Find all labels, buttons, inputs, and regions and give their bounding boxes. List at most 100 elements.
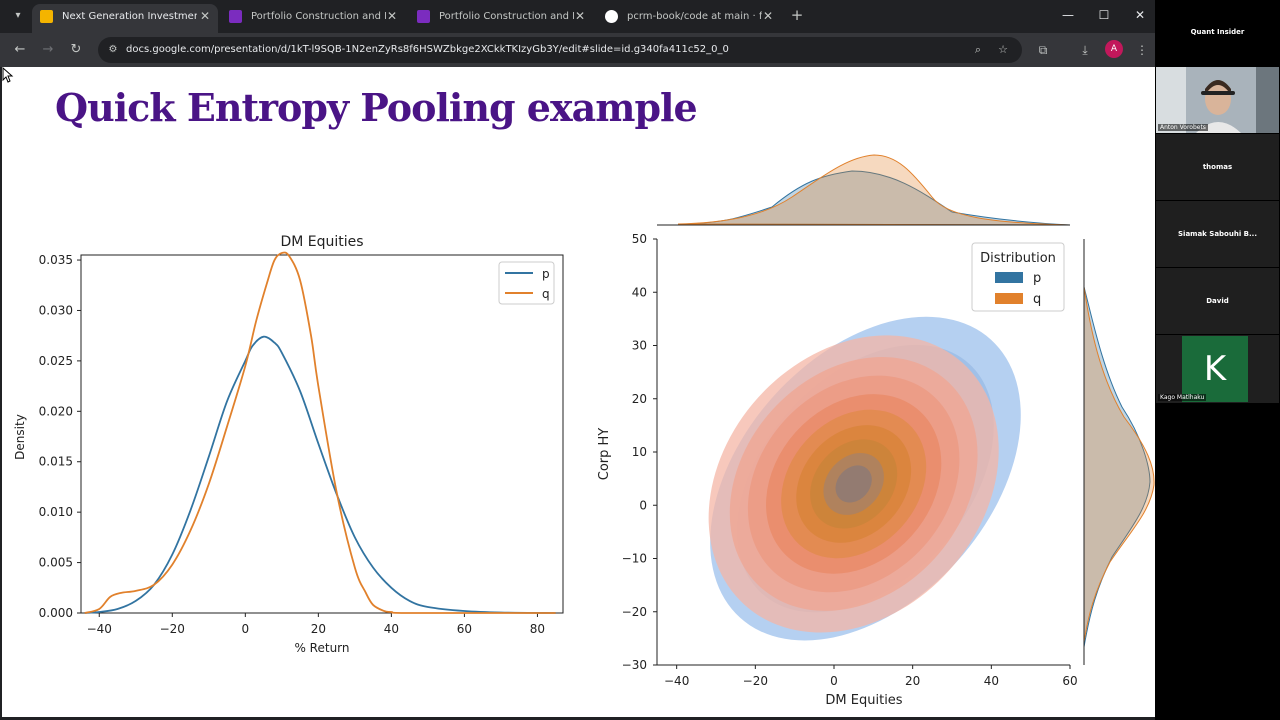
maximize-icon[interactable]: ☐: [1098, 8, 1110, 22]
kde-x-ticks: −40 −20 0 20 40 60 80: [87, 613, 545, 636]
kde-y-tick-label: 0.030: [39, 303, 73, 317]
joint-legend-swatch-q: [995, 293, 1023, 304]
joint-x-tick-label: −20: [743, 674, 768, 688]
participant-tile[interactable]: Siamak Sabouhi B...: [1156, 201, 1279, 267]
joint-legend-label-p: p: [1033, 271, 1041, 286]
kde-y-tick-label: 0.025: [39, 354, 73, 368]
close-icon[interactable]: ✕: [762, 9, 774, 23]
close-icon[interactable]: ✕: [574, 9, 586, 23]
profile-avatar[interactable]: A: [1105, 40, 1123, 58]
window-bottom-edge: [0, 717, 1158, 720]
tab-label: Portfolio Construction and Risk: [251, 11, 386, 22]
contour-q: [835, 465, 872, 503]
marginal-top-q: [677, 154, 1071, 226]
video-call-panel: Quant Insider Anton Vorobets thomas Siam…: [1155, 0, 1280, 720]
participant-name: Siamak Sabouhi B...: [1178, 230, 1257, 238]
participant-tile-video[interactable]: Anton Vorobets: [1156, 67, 1279, 133]
address-bar[interactable]: ⚙ docs.google.com/presentation/d/1kT-l9S…: [98, 37, 1022, 63]
joint-x-tick-label: 20: [905, 674, 920, 688]
marginal-right-q: [1083, 286, 1155, 643]
kde-x-tick-label: 40: [384, 622, 399, 636]
extensions-icon[interactable]: ⧉: [1038, 43, 1048, 57]
joint-y-ticks: −30 −20 −10 0 10 20 30 40 50: [622, 232, 657, 672]
joint-x-ticks: −40 −20 0 20 40 60: [664, 665, 1078, 688]
kde-x-tick-label: 80: [530, 622, 545, 636]
participant-avatar: K: [1182, 336, 1248, 402]
new-tab-button[interactable]: +: [790, 6, 804, 24]
kde-line-q: [84, 251, 556, 614]
joint-y-tick-label: 10: [632, 445, 647, 459]
bookmark-star-icon[interactable]: ☆: [998, 43, 1008, 56]
joint-y-tick-label: 40: [632, 285, 647, 299]
tab-label: Portfolio Construction and Risk: [439, 11, 574, 22]
joint-x-tick-label: 60: [1062, 674, 1077, 688]
tab-github[interactable]: pcrm-book/code at main · forti ✕: [597, 4, 781, 33]
kde-title: DM Equities: [280, 234, 363, 250]
kde-ylabel: Density: [13, 414, 27, 460]
participant-name: David: [1206, 297, 1229, 305]
call-title: Quant Insider: [1190, 28, 1245, 36]
kde-x-tick-label: −40: [87, 622, 112, 636]
charts-svg: DM Equities 0.0000.0050.0100.0150.0200.0…: [13, 154, 1155, 708]
window-close-icon[interactable]: ✕: [1134, 8, 1146, 22]
joint-y-tick-label: −10: [622, 552, 647, 566]
zoom-icon[interactable]: ⌕: [974, 43, 982, 56]
kde-plot-frame: [80, 254, 564, 614]
kde-line-p: [84, 335, 556, 614]
forward-icon[interactable]: →: [42, 42, 54, 57]
joint-y-tick-label: −20: [622, 605, 647, 619]
joint-y-tick-label: 30: [632, 339, 647, 353]
tab-portfolio-1[interactable]: Portfolio Construction and Risk ✕: [221, 4, 405, 33]
participant-video-icon: [1156, 67, 1279, 133]
joint-x-tick-label: 0: [830, 674, 838, 688]
slide-canvas: Quick Entropy Pooling example DM Equitie…: [2, 67, 1155, 717]
tab-label: Next Generation Investment Fr: [62, 11, 197, 22]
slide-title: Quick Entropy Pooling example: [55, 85, 698, 130]
browser-toolbar: ← → ↻ ⚙ docs.google.com/presentation/d/1…: [0, 33, 1155, 67]
joint-y-tick-label: −30: [622, 658, 647, 672]
download-icon[interactable]: ⤓: [1082, 43, 1088, 57]
close-icon[interactable]: ✕: [386, 9, 398, 23]
marginal-top-p: [677, 170, 1071, 226]
joint-legend-label-q: q: [1033, 292, 1041, 307]
kde-legend-label-q: q: [542, 287, 550, 301]
kde-y-tick-label: 0.020: [39, 404, 73, 418]
tab-search-icon[interactable]: ▾: [15, 10, 21, 21]
kde-y-tick-label: 0.005: [39, 556, 73, 570]
close-icon[interactable]: ✕: [199, 9, 211, 23]
joint-ylabel: Corp HY: [597, 428, 612, 481]
site-info-icon[interactable]: ⚙: [108, 44, 118, 55]
joint-legend-title: Distribution: [980, 251, 1056, 266]
reload-icon[interactable]: ↻: [70, 42, 82, 57]
participant-name: thomas: [1202, 163, 1233, 171]
joint-density-contours: [708, 316, 1021, 641]
browser-menu-icon[interactable]: ⋮: [1136, 43, 1148, 57]
joint-kde-chart: −30 −20 −10 0 10 20 30 40 50 −40 −20 0 20 40 60 DM Eq…: [597, 154, 1155, 708]
slides-icon: [40, 10, 53, 23]
github-icon: [605, 10, 618, 23]
tab-slides[interactable]: Next Generation Investment Fr ✕: [32, 4, 218, 33]
mouse-cursor-icon: [2, 67, 14, 83]
browser-tab-strip: ▾ Next Generation Investment Fr ✕ Portfo…: [0, 0, 1155, 33]
participant-tile-avatar[interactable]: K Kago Matlhaku: [1156, 335, 1279, 403]
back-icon[interactable]: ←: [14, 42, 26, 57]
joint-legend: Distribution p q: [971, 242, 1065, 312]
tab-label: pcrm-book/code at main · forti: [627, 11, 762, 22]
participant-tile[interactable]: David: [1156, 268, 1279, 334]
joint-x-tick-label: −40: [664, 674, 689, 688]
kde-x-tick-label: 20: [311, 622, 326, 636]
tab-portfolio-2[interactable]: Portfolio Construction and Risk ✕: [409, 4, 593, 33]
kde-y-tick-label: 0.015: [39, 455, 73, 469]
kde-xlabel: % Return: [294, 641, 349, 655]
kde-chart: DM Equities 0.0000.0050.0100.0150.0200.0…: [13, 234, 564, 655]
joint-x-tick-label: 40: [984, 674, 999, 688]
participant-name: Anton Vorobets: [1158, 124, 1208, 131]
minimize-icon[interactable]: —: [1062, 8, 1074, 22]
participant-tile[interactable]: thomas: [1156, 134, 1279, 200]
kde-x-tick-label: −20: [160, 622, 185, 636]
joint-y-tick-label: 20: [632, 392, 647, 406]
joint-legend-swatch-p: [995, 272, 1023, 283]
kde-y-ticks: 0.000 0.005 0.010 0.015 0.020 0.025 0.030 0.035: [39, 253, 81, 620]
participant-name: Kago Matlhaku: [1158, 394, 1207, 401]
